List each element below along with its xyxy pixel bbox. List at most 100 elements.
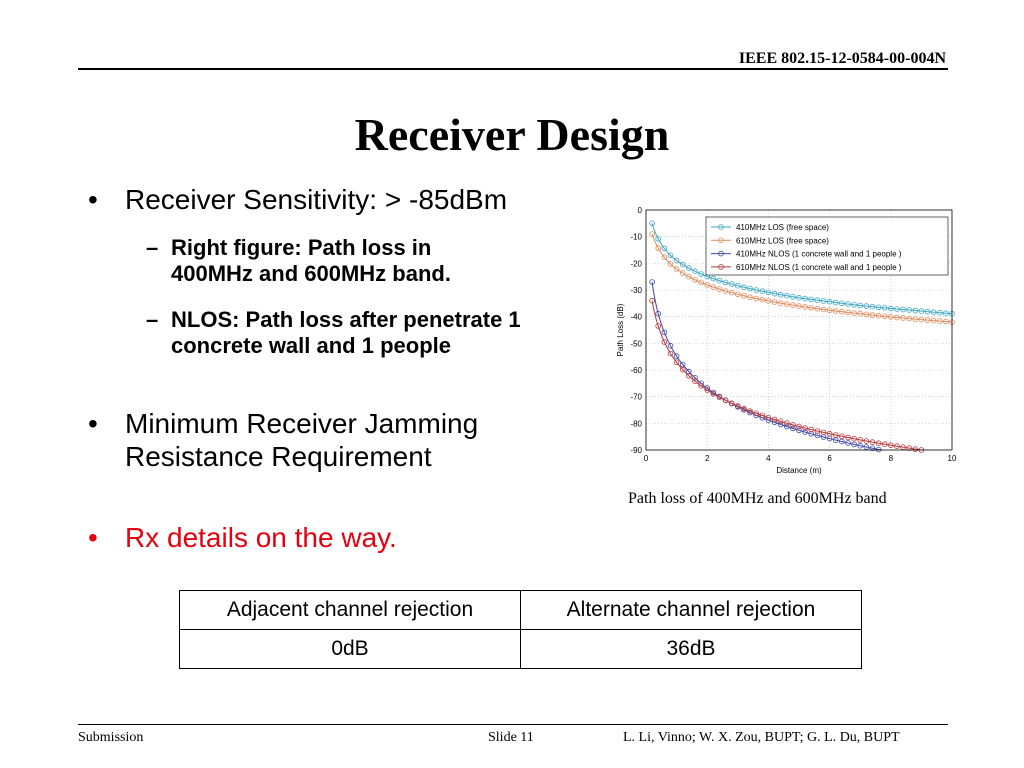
series-point-3 [790,422,796,428]
legend-label: 410MHz NLOS (1 concrete wall and 1 peopl… [736,250,902,259]
series-point-1 [728,289,735,296]
series-point-0 [875,304,882,311]
series-point-0 [784,292,790,299]
series-point-3 [759,412,766,419]
x-tick-label: 6 [827,454,832,463]
series-point-1 [649,231,655,237]
series-point-0 [673,257,680,264]
path-loss-chart: 0 2 4 6 8 10 0 -10 -20 -30 -40 -50 -60 -70 -80 -90 Dista… [616,206,957,475]
series-point-2 [808,431,815,437]
series-point-2 [845,440,851,446]
bullet-marker: • [88,184,98,215]
series-point-2 [667,342,674,349]
series-point-3 [808,426,815,433]
series-point-0 [832,299,839,306]
series-line-1 [651,233,952,323]
y-tick-label: 0 [638,206,643,215]
series-point-0 [943,310,949,316]
series-point-1 [936,318,943,324]
series-point-3 [728,400,735,407]
series-point-3 [686,373,692,379]
series-point-3 [784,420,790,426]
series-point-3 [796,423,802,430]
series-point-1 [673,266,680,272]
series-point-1 [704,282,710,288]
document-id: IEEE 802.15-12-0584-00-004N [738,50,946,67]
series-point-3 [906,445,913,451]
series-point-3 [692,378,698,384]
series-point-1 [906,315,913,322]
series-point-0 [839,300,845,307]
series-point-1 [710,284,717,290]
series-point-2 [802,429,808,435]
x-tick-label: 8 [889,454,894,463]
series-point-0 [796,294,802,301]
bullet-text-line1: Minimum Receiver Jamming [125,408,479,439]
x-tick-label: 0 [644,454,649,463]
series-point-1 [759,296,766,303]
dash-marker: – [146,307,159,332]
series-point-3 [716,394,723,401]
series-point-0 [906,307,913,313]
series-point-1 [698,279,704,286]
cell-alternate-value: 36dB [520,629,862,669]
series-point-0 [912,307,919,314]
series-point-1 [875,312,882,319]
series-point-2 [649,279,655,285]
slide-title: Receiver Design [354,109,670,160]
series-point-2 [814,432,821,439]
dash-marker: – [146,235,159,260]
footer-submission: Submission [78,730,144,745]
header-adjacent-rejection: Adjacent channel rejection [179,590,521,630]
series-line-3 [651,300,926,450]
series-point-0 [661,245,668,252]
series-point-2 [875,446,882,453]
series-point-1 [839,308,845,315]
series-point-2 [777,421,784,428]
series-point-0 [667,252,674,259]
series-point-0 [808,296,815,303]
series-point-0 [722,279,729,286]
series-point-0 [894,306,900,312]
series-line-2 [651,281,884,450]
series-point-0 [747,285,753,292]
series-point-1 [912,316,919,322]
series-point-0 [655,235,661,242]
series-point-0 [936,309,943,316]
series-point-0 [802,295,808,302]
series-point-3 [673,359,680,366]
series-point-1 [796,303,802,309]
series-point-1 [765,298,772,304]
bullet-marker: • [88,522,98,553]
y-tick-label: -20 [630,259,642,268]
table-row: 0dB 36dB [179,629,862,669]
series-point-1 [808,305,815,311]
series-point-2 [673,353,680,359]
series-point-1 [747,294,753,300]
legend-marker [718,264,724,270]
series-point-3 [777,418,784,425]
footer-slide-number: Slide 11 [488,730,534,745]
bullet-text-line2: Resistance Requirement [125,441,432,472]
series-point-0 [710,275,717,282]
series-point-1 [655,245,661,251]
header-alternate-rejection: Alternate channel rejection [520,590,862,630]
y-axis-label: Path Loss (dB) [616,303,625,356]
bullet-text: Rx details on the way. [125,522,397,553]
series-point-1 [863,311,870,318]
series-point-1 [881,313,888,320]
x-tick-label: 4 [766,454,771,463]
y-tick-label: -60 [630,366,642,375]
series-point-1 [826,307,833,314]
sub-bullet-text: NLOS: Path loss after penetrate 1 concre… [171,307,521,358]
series-point-2 [851,441,857,448]
series-point-3 [869,439,876,445]
series-point-0 [820,298,827,304]
series-point-3 [679,366,686,373]
series-point-3 [765,414,772,421]
series-point-2 [839,438,845,445]
series-point-1 [735,291,741,298]
series-point-3 [875,440,882,447]
series-point-0 [698,271,704,277]
series-point-3 [826,430,833,437]
